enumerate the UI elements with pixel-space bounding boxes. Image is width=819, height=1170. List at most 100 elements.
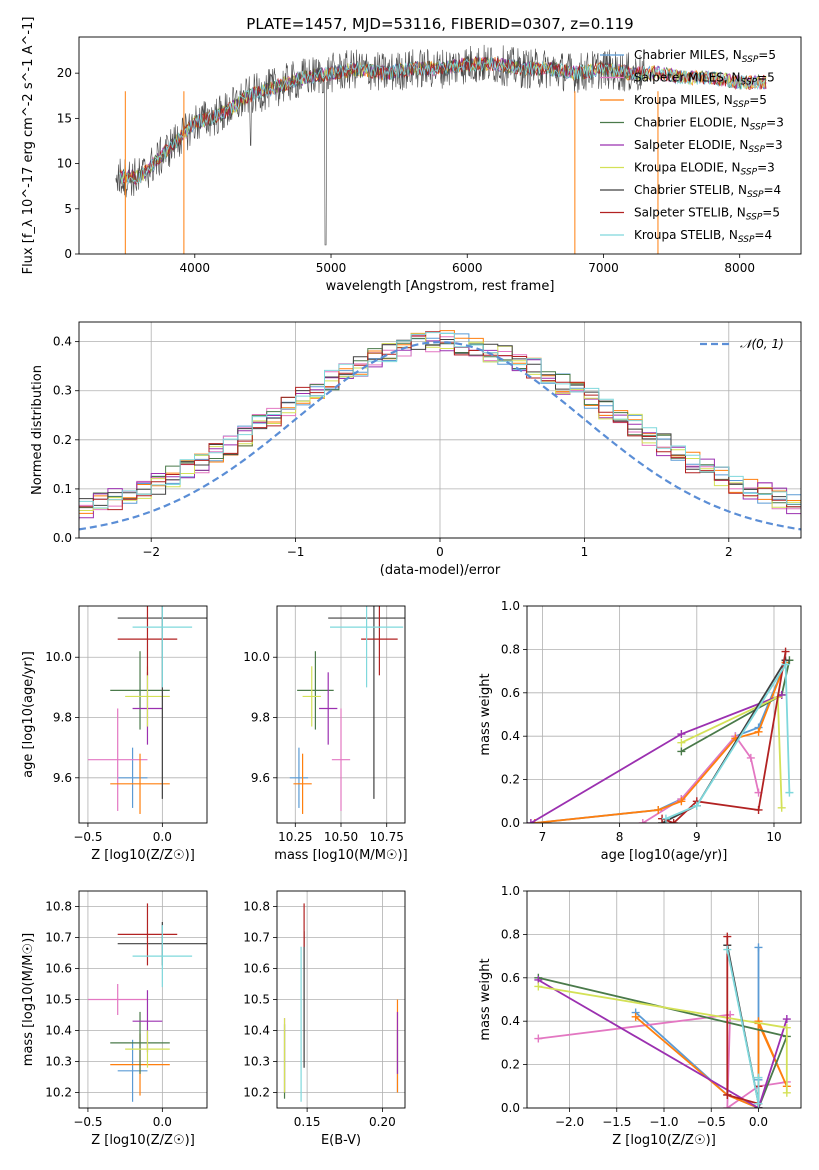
mass-weight-marker [654,805,663,814]
plot-area [289,606,405,814]
x-tick-label: 6000 [452,261,483,275]
x-tick-label: 1 [581,545,589,559]
x-tick-label: −2 [142,545,160,559]
legend-name-text: , N [729,206,746,220]
y-tick-label: 10.0 [243,650,270,664]
y-tick-label: 10.7 [243,931,270,945]
y-tick-label: 9.8 [53,711,72,725]
legend-sub: SSP [738,235,755,245]
y-tick-label: 5 [64,202,72,216]
histogram-step [79,332,801,538]
spectrum-line-kroupa-stelib [119,57,767,184]
y-tick-label: 0.2 [501,1058,520,1072]
mass-weight-marker [723,945,732,954]
y-tick-label: 10.6 [45,962,72,976]
mass-weight-marker [785,788,794,797]
mass-weight-marker [677,738,686,747]
x-tick-label: 10.25 [278,830,312,844]
legend-name: Salpeter ELODIE [634,138,732,152]
y-tick-label: 10.0 [45,650,72,664]
legend-name-text: , N [733,116,750,130]
x-tick-label: 7 [539,830,547,844]
x-tick-label: 8 [616,830,624,844]
mass-vs-ebv-panel: 0.15 0.20 10.2 10.3 10.4 10.5 10.6 10.7 10.8 E(B-… [243,890,406,1148]
plot-area [79,330,801,538]
legend-name-text: , N [724,71,741,85]
normal-curve [79,341,801,531]
legend-nssp: =5 [749,93,767,107]
mass-weight-marker [754,1099,763,1108]
x-tick-label: 5000 [316,261,347,275]
x-tick-label: 8000 [724,261,755,275]
plot-area [527,647,794,823]
axes-frame [526,605,802,824]
legend-entry: Kroupa MILES, NSSP=5 [634,93,767,110]
plot-area [534,932,791,1108]
mass-weight-marker [781,647,790,656]
x-tick-label: −1.0 [649,1115,678,1129]
x-tick-label: 0.0 [153,1115,172,1129]
x-axis-label: wavelength [Angstrom, rest frame] [326,279,555,294]
mass-weight-marker [638,819,647,823]
x-tick-label: 10.50 [324,830,358,844]
mass-weight-marker [782,1088,791,1097]
mass-weight-marker [746,753,755,762]
mass-weight-line [530,694,783,823]
x-tick-label: −0.5 [73,830,102,844]
x-tick-label: −1 [287,545,305,559]
legend-nssp: =3 [757,161,775,175]
y-tick-label: 10.2 [243,1086,270,1100]
legend-nssp: =3 [765,138,783,152]
mass-weight-marker [782,1015,791,1024]
x-axis-label: Z [log10(Z/Z☉)] [91,1133,195,1148]
histogram-step [79,330,801,538]
y-tick-label: 0.2 [501,773,520,787]
y-tick-label: 10.4 [243,1024,270,1038]
y-tick-label: 0 [64,247,72,261]
y-tick-label: 10.5 [243,993,270,1007]
legend-sub: SSP [733,100,750,110]
spectrum-line-salpeter-stelib [119,56,767,186]
y-tick-label: 0.3 [53,384,72,398]
x-axis-label: Z [log10(Z/Z☉)] [612,1133,716,1148]
mass-weight-line [537,979,788,1108]
legend-name: Chabrier STELIB [634,183,730,197]
y-axis-label: mass weight [478,673,493,755]
mass-weight-line [661,651,787,823]
y-tick-label: 10.8 [45,900,72,914]
y-tick-label: 10 [57,157,72,171]
mass-vs-metallicity-panel: −0.5 0.0 10.2 10.3 10.4 10.5 10.6 10.7 10.8 Z [lo… [21,890,208,1148]
mass-weight-marker [754,943,763,952]
legend-entry: Chabrier ELODIE, NSSP=3 [634,116,784,133]
figure-title: PLATE=1457, MJD=53116, FIBERID=0307, z=0… [246,15,633,33]
legend-name: Kroupa MILES [634,93,716,107]
y-tick-label: 10.3 [243,1055,270,1069]
y-axis-label: age [log10(age/yr)] [21,651,36,778]
legend-entry: Chabrier STELIB, NSSP=4 [634,183,781,200]
y-tick-label: 1.0 [501,599,520,613]
legend-name-text: , N [716,93,733,107]
legend-entry: Kroupa ELODIE, NSSP=3 [634,161,775,178]
mass-weight-marker [723,1104,732,1108]
x-tick-label: 4000 [180,261,211,275]
y-tick-label: 0.0 [501,816,520,830]
x-tick-label: 10 [766,830,781,844]
y-tick-label: 0.4 [53,335,72,349]
y-tick-label: 0.6 [501,971,520,985]
mass-weight-marker [777,803,786,812]
y-tick-label: 10.5 [45,993,72,1007]
x-tick-label: 9 [693,830,701,844]
spectrum-panel: 4000 5000 6000 7000 8000 0 5 10 15 20 wavelength [… [21,17,802,294]
legend-nssp: =5 [758,48,776,62]
y-tick-label: 9.6 [251,771,270,785]
x-tick-label: 0.20 [369,1115,396,1129]
legend-name: Chabrier MILES [634,48,725,62]
y-tick-label: 0.8 [501,927,520,941]
y-tick-label: 1.0 [501,884,520,898]
y-axis-label: mass weight [478,958,493,1040]
legend-name-text: , N [732,138,749,152]
histogram-step [79,335,801,538]
legend-name: Chabrier ELODIE [634,116,733,130]
mass-weight-line [635,947,760,1108]
